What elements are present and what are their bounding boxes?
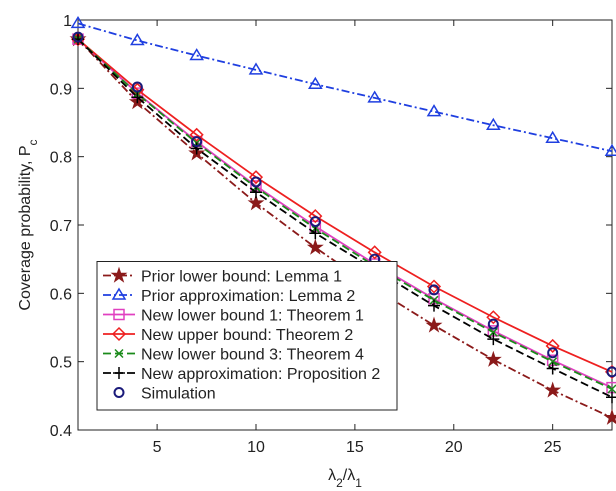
marker	[189, 48, 204, 61]
series-line	[77, 38, 613, 389]
marker	[367, 245, 382, 260]
legend-marker	[113, 387, 125, 398]
marker	[548, 357, 558, 367]
x-tick-label: 25	[544, 439, 562, 456]
marker	[488, 327, 498, 337]
marker	[606, 381, 616, 394]
marker	[486, 310, 501, 325]
marker	[309, 227, 322, 240]
y-axis-label-part: c	[26, 139, 40, 145]
marker	[546, 354, 559, 367]
marker	[546, 362, 559, 375]
marker	[606, 366, 616, 378]
marker	[425, 316, 443, 333]
x-tick-label: 5	[153, 439, 162, 456]
marker	[248, 62, 264, 75]
x-axis-label-part: 2	[336, 476, 343, 490]
marker	[484, 350, 502, 367]
y-tick-label: 1	[63, 13, 72, 30]
marker	[486, 117, 501, 130]
marker	[250, 176, 262, 188]
series-line	[77, 38, 613, 390]
marker	[487, 318, 499, 330]
y-axis-label-part: Coverage probability, P	[17, 145, 34, 310]
marker	[306, 238, 324, 255]
marker	[545, 338, 560, 354]
y-tick-label: 0.4	[50, 423, 72, 440]
marker	[308, 76, 323, 89]
legend-marker	[110, 266, 128, 283]
marker	[487, 325, 500, 337]
series-line	[77, 38, 613, 373]
marker	[428, 299, 440, 312]
marker	[426, 104, 442, 117]
legend-marker	[113, 308, 125, 321]
marker	[309, 216, 321, 228]
x-axis-label-part: 1	[355, 476, 362, 490]
series-line	[77, 38, 613, 399]
legend-box	[96, 261, 398, 411]
marker	[131, 81, 143, 93]
x-tick-label: 15	[346, 439, 364, 456]
x-axis-label: λ2/λ1	[328, 467, 362, 490]
y-tick-label: 0.6	[50, 286, 72, 303]
marker	[428, 284, 440, 296]
x-axis-label-part: λ	[328, 467, 336, 484]
marker	[606, 391, 616, 404]
marker	[72, 31, 84, 43]
marker	[70, 15, 86, 29]
x-tick-label: 10	[247, 439, 265, 456]
y-tick-label: 0.5	[50, 355, 72, 372]
marker	[547, 347, 559, 359]
legend-label: New lower bound 1: Theorem 1	[141, 308, 364, 325]
x-tick-label: 20	[445, 439, 463, 456]
marker	[191, 136, 203, 148]
y-tick-label: 0.9	[50, 81, 72, 98]
x-axis-label-part: /λ	[343, 467, 355, 484]
marker	[545, 130, 560, 143]
legend-label: Prior approximation: Lemma 2	[141, 288, 355, 305]
marker	[487, 333, 500, 346]
legend-marker	[111, 326, 127, 342]
y-tick-label: 0.7	[50, 218, 72, 235]
marker	[247, 194, 265, 211]
marker	[190, 142, 203, 155]
marker	[130, 33, 145, 46]
marker	[367, 90, 382, 103]
legend-label: New approximation: Proposition 2	[141, 366, 380, 383]
marker	[250, 186, 262, 199]
legend-label: Prior lower bound: Lemma 1	[141, 269, 342, 286]
marker	[248, 170, 264, 185]
legend-label: New upper bound: Theorem 2	[141, 327, 353, 344]
legend-marker	[114, 348, 124, 359]
marker	[131, 91, 144, 104]
legend-label: New lower bound 3: Theorem 4	[141, 347, 364, 364]
legend-label: Simulation	[141, 386, 216, 403]
legend-marker	[113, 367, 125, 379]
marker	[189, 127, 204, 142]
marker	[603, 408, 616, 425]
legend-marker	[111, 287, 127, 300]
marker	[308, 209, 323, 224]
legend: Prior lower bound: Lemma 1 Prior approxim…	[96, 261, 398, 411]
y-axis-label: Coverage probability, Pc	[17, 139, 40, 310]
marker	[426, 279, 442, 294]
y-tick-label: 0.8	[50, 150, 72, 167]
marker	[607, 384, 616, 394]
marker	[604, 143, 616, 156]
series-line	[77, 22, 613, 153]
marker	[544, 381, 562, 398]
